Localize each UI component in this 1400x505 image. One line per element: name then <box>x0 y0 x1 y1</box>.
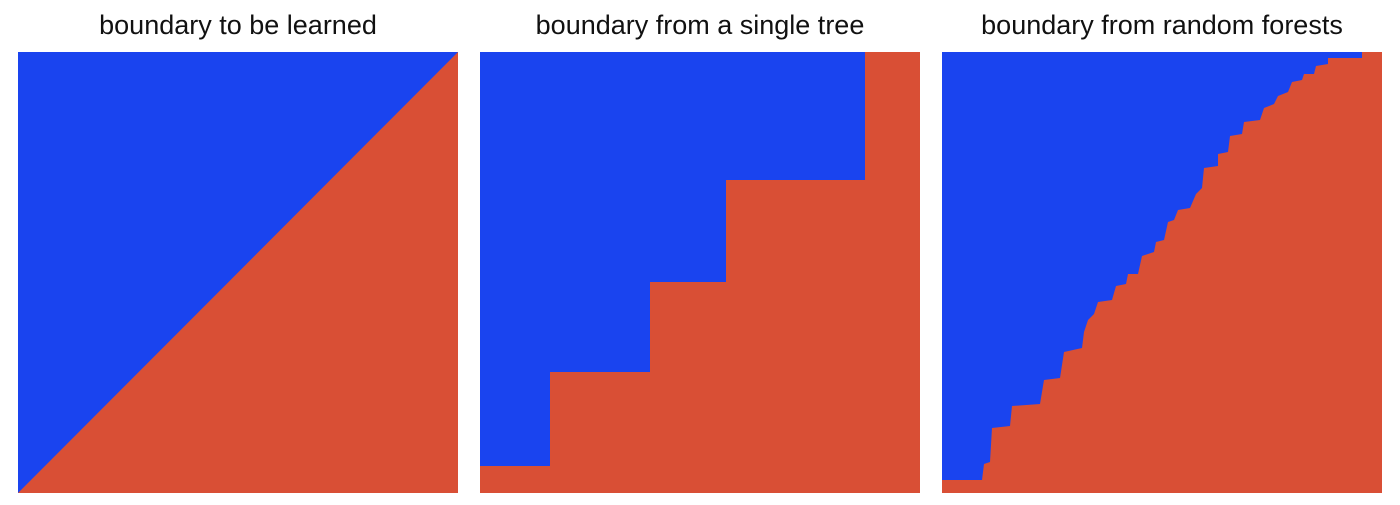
panel-title-random-forests: boundary from random forests <box>981 10 1343 40</box>
panel-title-single-tree: boundary from a single tree <box>535 10 865 40</box>
target-boundary-panel <box>18 52 458 493</box>
class-b-region <box>480 52 920 493</box>
panel-title-target-boundary: boundary to be learned <box>99 10 377 40</box>
single-tree-panel <box>480 52 920 493</box>
random-forests-panel <box>942 52 1382 493</box>
class-b-region <box>18 52 458 493</box>
class-b-region <box>942 52 1382 493</box>
